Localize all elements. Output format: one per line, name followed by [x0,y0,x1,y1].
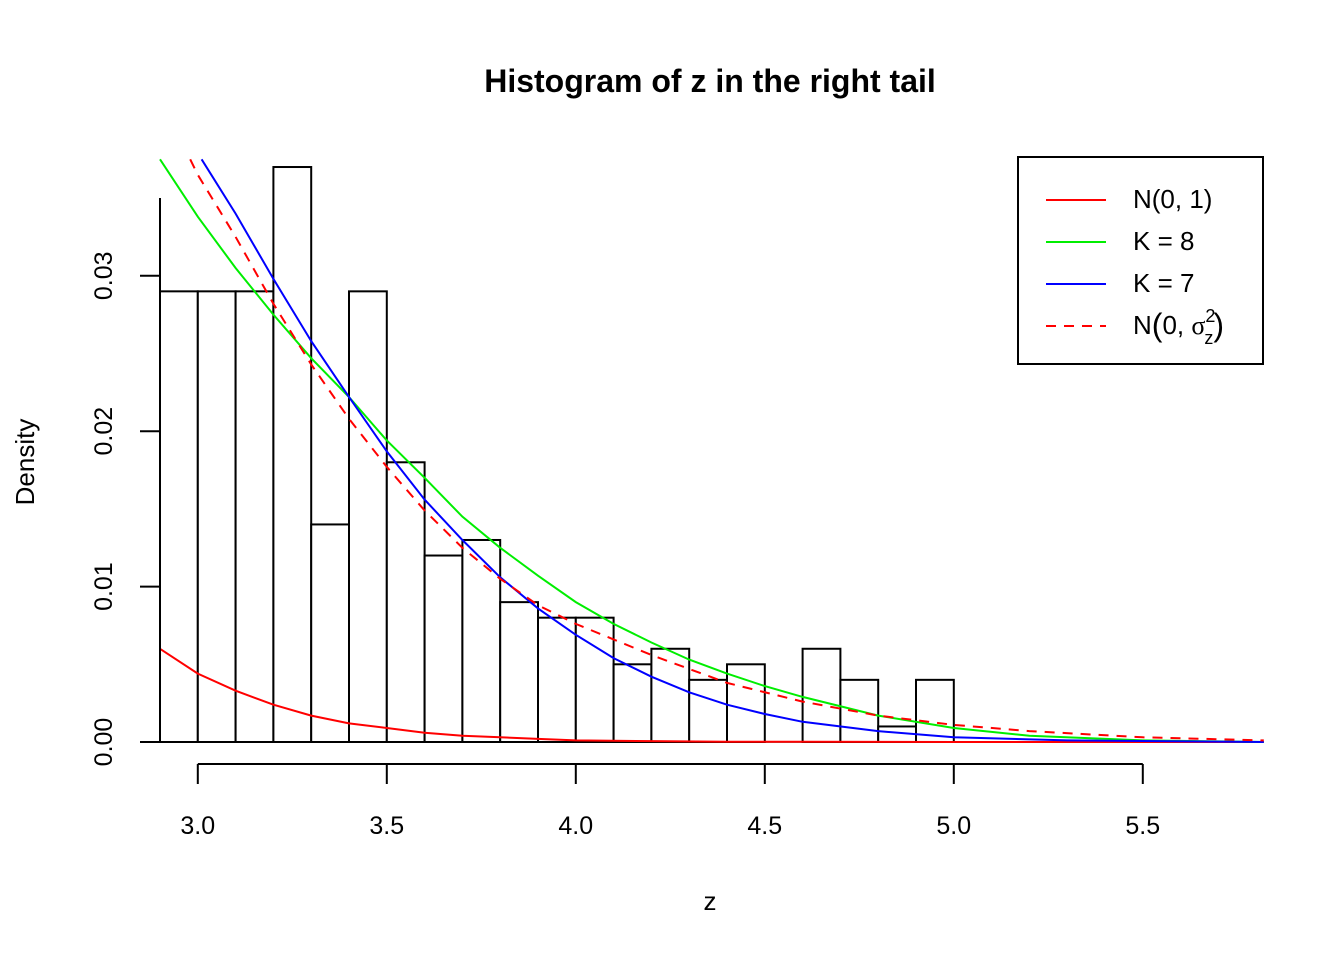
curve-k8 [159,158,1264,743]
y-axis: 0.00 0.01 0.02 0.03 [90,198,161,767]
chart-title: Histogram of z in the right tail [484,63,936,99]
histogram-bar [537,616,577,743]
legend-sigma-sub: z [1204,328,1213,348]
histogram-bar [234,290,275,743]
legend-sigma: σ [1191,311,1205,340]
y-tick-label: 0.00 [90,718,118,767]
histogram-bar [801,647,842,744]
histogram-bar [159,290,199,743]
legend-label-n01: N(0, 1) [1133,184,1212,214]
legend-sigma-sup: 2 [1205,306,1215,326]
legend-label-n0-sigma: N(0, σ2 z) [1133,306,1224,348]
y-axis-title: Density [10,419,40,506]
histogram-bar [688,678,729,744]
density-curves [159,158,1264,743]
histogram-bar [650,647,691,744]
histogram-bar [499,601,540,744]
curve-k7 [200,158,1264,743]
histogram-bar [461,538,502,743]
histogram-bar [348,290,388,743]
x-tick-label: 3.0 [180,812,215,840]
legend: N(0, 1) K = 8 K = 7 N(0, σ2 z) [1017,156,1264,365]
histogram-bar [423,554,464,744]
histogram-bar [612,663,653,743]
curve-n0-sigma [189,158,1264,742]
curve-n01 [159,647,1264,743]
legend-n-letter: N [1133,310,1152,340]
legend-open-paren: ( [1152,307,1163,343]
y-tick-label: 0.03 [90,251,118,300]
x-axis: 3.0 3.5 4.0 4.5 5.0 5.5 [180,763,1160,840]
legend-close-paren: ) [1213,307,1224,343]
x-axis-title: z [704,886,717,916]
y-tick-label: 0.02 [90,407,118,456]
x-tick-label: 5.0 [936,812,971,840]
x-tick-label: 3.5 [369,812,404,840]
histogram-bar [272,166,313,743]
histogram-bar [310,523,351,743]
legend-box [1017,156,1264,365]
legend-args: 0, [1162,310,1191,340]
y-tick-label: 0.01 [90,562,118,611]
histogram-bar [726,663,766,743]
x-tick-label: 4.0 [558,812,593,840]
legend-label-k8: K = 8 [1133,226,1194,256]
legend-label-k7: K = 7 [1133,268,1194,298]
x-tick-label: 5.5 [1125,812,1160,840]
histogram-bar [196,290,237,743]
histogram-bar [915,678,955,744]
x-tick-label: 4.5 [747,812,782,840]
